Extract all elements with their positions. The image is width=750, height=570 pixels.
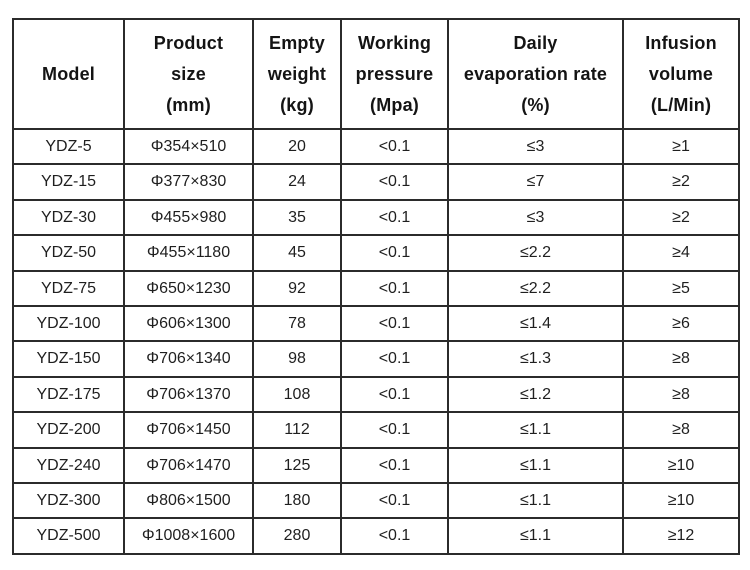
col-header-model: Model [12, 18, 125, 130]
cell-infusion-volume: ≥1 [622, 127, 740, 166]
cell-working-pressure: <0.1 [340, 340, 449, 378]
cell-evaporation-rate: ≤2.2 [447, 269, 624, 308]
table-row: YDZ-500 Φ1008×1600 280 <0.1 ≤1.1 ≥12 [12, 517, 740, 555]
cell-product-size: Φ806×1500 [123, 482, 254, 520]
cell-evaporation-rate: ≤7 [447, 163, 624, 201]
table-row: YDZ-30 Φ455×980 35 <0.1 ≤3 ≥2 [12, 198, 740, 237]
cell-product-size: Φ1008×1600 [123, 517, 254, 555]
cell-product-size: Φ455×1180 [123, 234, 254, 272]
cell-empty-weight: 180 [252, 482, 342, 520]
cell-product-size: Φ706×1450 [123, 411, 254, 449]
cell-product-size: Φ706×1470 [123, 446, 254, 485]
cell-product-size: Φ706×1370 [123, 375, 254, 414]
cell-product-size: Φ377×830 [123, 163, 254, 201]
table-row: YDZ-50 Φ455×1180 45 <0.1 ≤2.2 ≥4 [12, 234, 740, 272]
cell-evaporation-rate: ≤1.3 [447, 340, 624, 378]
cell-model: YDZ-15 [12, 163, 125, 201]
table-row: YDZ-5 Φ354×510 20 <0.1 ≤3 ≥1 [12, 127, 740, 166]
cell-infusion-volume: ≥5 [622, 269, 740, 308]
cell-evaporation-rate: ≤1.1 [447, 411, 624, 449]
col-header-evaporation-rate: Daily evaporation rate (%) [447, 18, 624, 130]
cell-infusion-volume: ≥8 [622, 375, 740, 414]
cell-model: YDZ-50 [12, 234, 125, 272]
cell-empty-weight: 35 [252, 198, 342, 237]
cell-working-pressure: <0.1 [340, 198, 449, 237]
cell-product-size: Φ606×1300 [123, 305, 254, 343]
cell-working-pressure: <0.1 [340, 411, 449, 449]
cell-empty-weight: 280 [252, 517, 342, 555]
cell-product-size: Φ706×1340 [123, 340, 254, 378]
cell-empty-weight: 78 [252, 305, 342, 343]
cell-evaporation-rate: ≤1.1 [447, 446, 624, 485]
table-row: YDZ-75 Φ650×1230 92 <0.1 ≤2.2 ≥5 [12, 269, 740, 308]
header-row: Model Product size (mm) Empty weight (kg… [12, 18, 740, 130]
cell-empty-weight: 125 [252, 446, 342, 485]
table-row: YDZ-15 Φ377×830 24 <0.1 ≤7 ≥2 [12, 163, 740, 201]
table-row: YDZ-240 Φ706×1470 125 <0.1 ≤1.1 ≥10 [12, 446, 740, 485]
cell-working-pressure: <0.1 [340, 127, 449, 166]
col-header-empty-weight: Empty weight (kg) [252, 18, 342, 130]
cell-model: YDZ-175 [12, 375, 125, 414]
cell-model: YDZ-200 [12, 411, 125, 449]
cell-infusion-volume: ≥8 [622, 340, 740, 378]
cell-working-pressure: <0.1 [340, 305, 449, 343]
col-header-infusion-volume: Infusion volume (L/Min) [622, 18, 740, 130]
cell-working-pressure: <0.1 [340, 375, 449, 414]
cell-infusion-volume: ≥6 [622, 305, 740, 343]
cell-infusion-volume: ≥10 [622, 446, 740, 485]
cell-model: YDZ-240 [12, 446, 125, 485]
cell-infusion-volume: ≥4 [622, 234, 740, 272]
cell-model: YDZ-5 [12, 127, 125, 166]
cell-working-pressure: <0.1 [340, 482, 449, 520]
cell-empty-weight: 45 [252, 234, 342, 272]
cell-infusion-volume: ≥2 [622, 198, 740, 237]
cell-model: YDZ-100 [12, 305, 125, 343]
cell-evaporation-rate: ≤1.1 [447, 482, 624, 520]
table-row: YDZ-100 Φ606×1300 78 <0.1 ≤1.4 ≥6 [12, 305, 740, 343]
product-spec-table: Model Product size (mm) Empty weight (kg… [12, 18, 740, 555]
cell-model: YDZ-500 [12, 517, 125, 555]
cell-evaporation-rate: ≤2.2 [447, 234, 624, 272]
col-header-product-size: Product size (mm) [123, 18, 254, 130]
cell-model: YDZ-30 [12, 198, 125, 237]
table-row: YDZ-200 Φ706×1450 112 <0.1 ≤1.1 ≥8 [12, 411, 740, 449]
cell-empty-weight: 108 [252, 375, 342, 414]
cell-infusion-volume: ≥12 [622, 517, 740, 555]
cell-evaporation-rate: ≤1.1 [447, 517, 624, 555]
table-body: YDZ-5 Φ354×510 20 <0.1 ≤3 ≥1 YDZ-15 Φ377… [12, 127, 740, 555]
table-row: YDZ-300 Φ806×1500 180 <0.1 ≤1.1 ≥10 [12, 482, 740, 520]
cell-infusion-volume: ≥2 [622, 163, 740, 201]
cell-model: YDZ-300 [12, 482, 125, 520]
cell-working-pressure: <0.1 [340, 163, 449, 201]
cell-model: YDZ-150 [12, 340, 125, 378]
cell-empty-weight: 112 [252, 411, 342, 449]
cell-working-pressure: <0.1 [340, 517, 449, 555]
cell-infusion-volume: ≥8 [622, 411, 740, 449]
cell-working-pressure: <0.1 [340, 269, 449, 308]
table-header: Model Product size (mm) Empty weight (kg… [12, 18, 740, 130]
cell-model: YDZ-75 [12, 269, 125, 308]
cell-evaporation-rate: ≤1.4 [447, 305, 624, 343]
table-row: YDZ-175 Φ706×1370 108 <0.1 ≤1.2 ≥8 [12, 375, 740, 414]
cell-working-pressure: <0.1 [340, 446, 449, 485]
cell-empty-weight: 24 [252, 163, 342, 201]
cell-infusion-volume: ≥10 [622, 482, 740, 520]
cell-empty-weight: 92 [252, 269, 342, 308]
cell-empty-weight: 98 [252, 340, 342, 378]
cell-product-size: Φ455×980 [123, 198, 254, 237]
col-header-working-pressure: Working pressure (Mpa) [340, 18, 449, 130]
cell-working-pressure: <0.1 [340, 234, 449, 272]
cell-evaporation-rate: ≤3 [447, 127, 624, 166]
cell-product-size: Φ354×510 [123, 127, 254, 166]
cell-evaporation-rate: ≤3 [447, 198, 624, 237]
cell-product-size: Φ650×1230 [123, 269, 254, 308]
cell-evaporation-rate: ≤1.2 [447, 375, 624, 414]
cell-empty-weight: 20 [252, 127, 342, 166]
table-row: YDZ-150 Φ706×1340 98 <0.1 ≤1.3 ≥8 [12, 340, 740, 378]
